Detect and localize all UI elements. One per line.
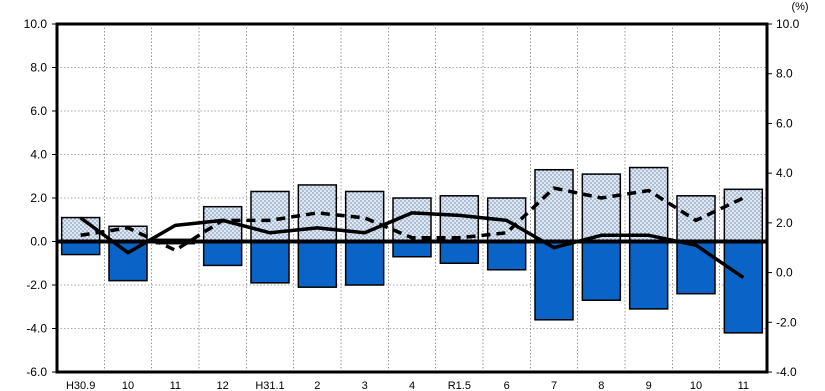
bar-solid [250,240,290,284]
right-axis-tick-label: -2.0 [776,315,797,329]
left-axis-tick-label: 10.0 [24,17,48,31]
left-axis-tick-label: 0.0 [30,235,47,249]
bar-solid [486,240,527,271]
x-axis-tick-label: 3 [362,380,368,391]
right-axis-tick-label: 2.0 [776,216,793,230]
right-axis-tick-label: 4.0 [776,166,793,180]
x-axis-tick-label: R1.5 [448,380,471,391]
line-series-solid [79,211,745,279]
bar-solid [628,240,669,310]
line-series-dashed [80,186,745,252]
bar-solid [202,240,243,267]
left-axis-tick-label: 4.0 [30,148,47,162]
x-axis-tick-label: 4 [409,380,415,391]
bar-solid [723,240,764,334]
bar-solid [392,240,432,258]
x-axis-tick-label: 7 [551,380,557,391]
x-axis-tick-label: 11 [738,380,749,391]
left-axis: -6.0 -4.0 -2.0 0.0 2.0 4.0 6.0 8.0 10.0 [24,17,57,379]
left-axis-tick-label: -4.0 [26,322,47,336]
bar-dotted [581,173,622,243]
right-axis-tick-label: 0.0 [776,266,793,280]
bar-solid [581,240,622,301]
left-axis-tick-label: 2.0 [30,191,47,205]
right-axis-tick-label: 8.0 [776,67,793,81]
bar-dotted [723,188,764,243]
bar-solid [344,240,385,286]
right-axis-tick-label: 10.0 [776,17,800,31]
x-axis-tick-label: 11 [170,380,181,391]
x-axis-tick-label: 12 [217,380,229,391]
x-axis-tick-label: 10 [122,380,134,391]
right-axis: -4.0 -2.0 0.0 2.0 4.0 6.0 8.0 10.0 [767,17,800,379]
x-axis-tick-label: H30.9 [66,380,95,391]
right-axis-tick-label: 6.0 [776,116,793,130]
bar-solid [534,240,574,321]
right-axis-unit: (%) [791,1,808,13]
left-axis-tick-label: -6.0 [26,365,47,379]
bar-solid [439,240,480,264]
bar-dotted [534,168,574,243]
bar-solid [297,240,338,288]
x-axis-tick-label: H31.1 [255,380,284,391]
left-axis-tick-label: 8.0 [30,61,47,75]
x-axis-tick-label: 9 [646,380,652,391]
right-axis-tick-label: -4.0 [776,365,797,379]
lines [79,186,745,279]
bar-dotted [676,195,716,243]
bar-solid [676,240,716,295]
bar-dotted [628,166,669,243]
x-axis-tick-label: 8 [598,380,604,391]
left-axis-tick-label: -2.0 [26,278,47,292]
x-axis: H30.9 10 11 12 H31.1 2 3 4 R1.5 6 7 8 9 10 11 [66,380,749,391]
x-axis-tick-label: 10 [690,380,702,391]
bar-dotted [297,184,338,243]
x-axis-tick-label: 2 [314,380,320,391]
bar-solid [108,240,148,282]
bars [60,166,764,334]
left-axis-tick-label: 6.0 [30,104,47,118]
x-axis-tick-label: 6 [504,380,510,391]
